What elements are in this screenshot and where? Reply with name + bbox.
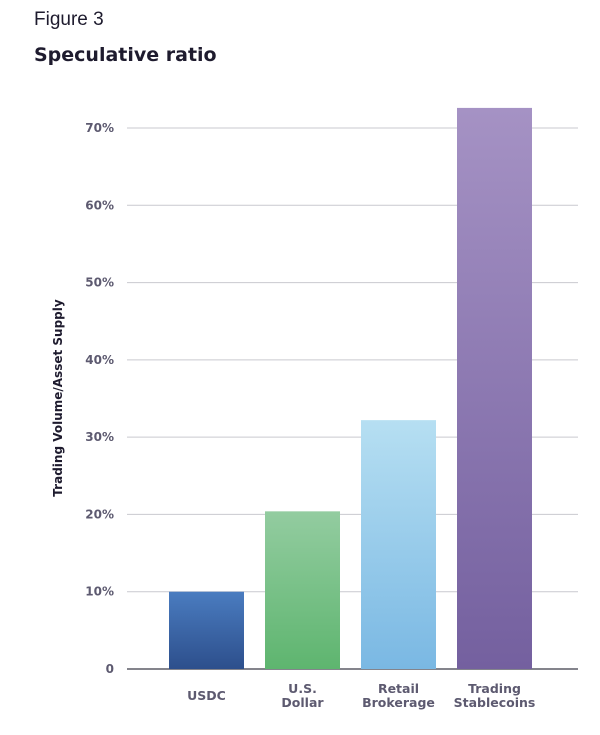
figure-label: Figure 3 [34,9,104,30]
y-tick-label: 50% [85,276,114,290]
x-tick-label: Brokerage [362,695,435,710]
y-tick-label: 10% [85,585,114,599]
x-tick-label: U.S. [288,681,317,696]
chart-title: Speculative ratio [34,44,217,66]
x-tick-label: Trading [468,681,521,696]
bar [361,420,436,669]
bar [169,591,244,669]
y-tick-label: 40% [85,353,114,367]
x-tick-label: Dollar [281,695,324,710]
y-tick-label: 30% [85,430,114,444]
y-tick-label: 20% [85,507,114,521]
y-tick-label: 60% [85,198,114,212]
x-tick-label: USDC [187,688,226,703]
y-tick-label: 70% [85,121,114,135]
bar [457,107,532,670]
bar [265,511,340,669]
y-tick-label: 0 [106,662,114,676]
x-tick-label: Stablecoins [454,695,536,710]
x-tick-label: Retail [378,681,419,696]
y-axis-label: Trading Volume/Asset Supply [51,299,65,497]
